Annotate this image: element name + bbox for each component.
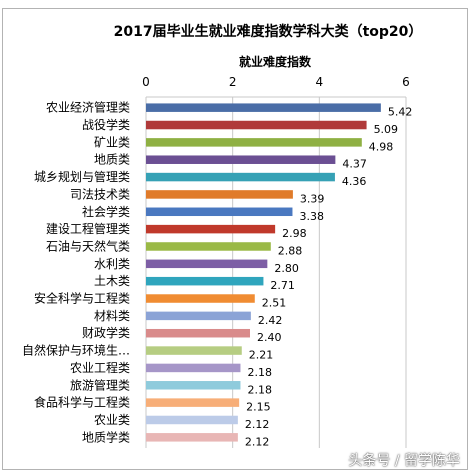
value-label: 2.12 — [245, 435, 270, 448]
category-label: 地质学类 — [82, 429, 130, 444]
tick-label: 6 — [402, 75, 410, 89]
category-label: 材料类 — [94, 309, 130, 323]
chart-frame — [2, 8, 468, 470]
bar — [146, 433, 238, 442]
category-label: 司法技术类 — [70, 187, 130, 201]
value-label: 2.12 — [245, 418, 270, 431]
category-label: 财政学类 — [82, 325, 130, 340]
category-label: 社会学类 — [82, 204, 130, 219]
value-label: 2.18 — [247, 383, 272, 396]
category-label: 石油与天然气类 — [46, 238, 130, 253]
bar — [146, 398, 240, 407]
value-label: 3.39 — [300, 192, 325, 205]
value-label: 2.88 — [278, 244, 303, 257]
bar — [146, 190, 293, 199]
bar — [146, 242, 271, 251]
value-label: 2.98 — [282, 227, 307, 240]
category-label: 城乡规划与管理类 — [34, 169, 130, 184]
value-label: 3.38 — [299, 210, 324, 223]
bar — [146, 415, 238, 425]
category-label: 土木类 — [94, 274, 130, 288]
bar — [146, 294, 255, 303]
tick-label: 2 — [229, 75, 237, 89]
bar — [146, 103, 381, 112]
bar — [146, 120, 367, 130]
value-label: 2.51 — [262, 297, 287, 310]
value-label: 4.98 — [369, 140, 394, 153]
value-label: 4.36 — [342, 175, 367, 188]
category-label: 农业工程类 — [70, 360, 130, 375]
category-label: 农业经济管理类 — [46, 100, 130, 115]
bar — [146, 207, 293, 217]
category-labels: 农业经济管理类战役学类矿业类地质类城乡规划与管理类司法技术类社会学类建设工程管理… — [22, 100, 130, 445]
value-label: 2.80 — [274, 262, 299, 275]
category-label: 农业类 — [94, 413, 130, 427]
category-label: 地质类 — [94, 153, 130, 167]
value-label: 5.09 — [374, 123, 399, 136]
value-label: 5.42 — [388, 106, 413, 119]
category-label: 水利类 — [94, 257, 130, 271]
bar — [146, 381, 241, 390]
tick-label: 0 — [142, 75, 150, 89]
bar — [146, 155, 336, 164]
value-label: 2.18 — [247, 366, 272, 379]
category-label: 矿业类 — [94, 135, 130, 149]
axis-ticks: 0 2 4 6 — [142, 75, 410, 89]
chart-title: 2017届毕业生就业难度指数学科大类（top20） — [114, 23, 423, 40]
category-label: 自然保护与环境生… — [22, 343, 130, 358]
category-label: 建设工程管理类 — [46, 221, 130, 236]
axis-title: 就业难度指数 — [239, 54, 312, 69]
bar — [146, 138, 362, 147]
bar — [146, 172, 335, 182]
value-label: 2.71 — [270, 279, 295, 292]
tick-label: 4 — [316, 75, 324, 89]
value-label: 4.37 — [342, 158, 367, 171]
category-label: 旅游管理类 — [70, 377, 130, 392]
bar — [146, 259, 268, 269]
value-label: 2.21 — [249, 349, 274, 362]
category-label: 食品科学与工程类 — [34, 395, 130, 410]
bar — [146, 311, 251, 321]
bar — [146, 224, 276, 234]
value-label: 2.40 — [257, 331, 282, 344]
category-label: 安全科学与工程类 — [34, 291, 130, 306]
bar — [146, 363, 241, 373]
bars — [146, 103, 381, 442]
category-label: 战役学类 — [82, 117, 130, 132]
bar — [146, 276, 264, 286]
bar — [146, 346, 242, 355]
bar — [146, 328, 250, 338]
value-label: 2.42 — [258, 314, 283, 327]
value-labels: 5.42 5.09 4.984.37 4.36 3.39 3.38 2.98 2.88 2.80… — [245, 106, 413, 449]
watermark: 头条号 / 留学陈华 — [348, 453, 460, 469]
value-label: 2.15 — [246, 401, 271, 414]
